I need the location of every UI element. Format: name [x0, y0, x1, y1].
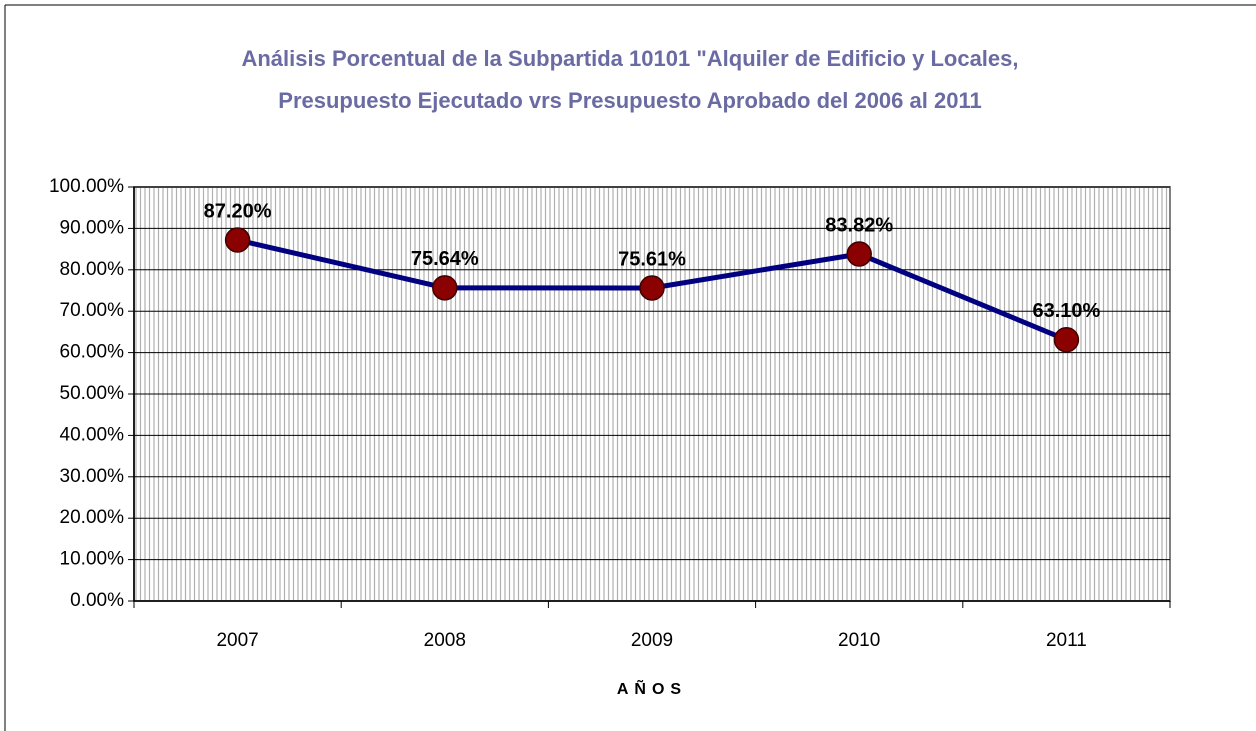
- y-tick-label: 40.00%: [60, 424, 125, 445]
- marker: [1053, 327, 1080, 353]
- y-tick-label: 50.00%: [60, 383, 125, 404]
- y-tick-label: 80.00%: [60, 259, 125, 280]
- y-tick-label: 100.00%: [49, 176, 124, 197]
- data-label: 75.61%: [618, 248, 686, 270]
- chart-title: Análisis Porcentual de la Subpartida 101…: [241, 46, 1018, 71]
- data-label: 75.64%: [411, 248, 479, 270]
- marker: [432, 275, 458, 301]
- data-label: 63.10%: [1032, 300, 1100, 322]
- x-tick-label: 2011: [1046, 630, 1087, 651]
- x-tick-label: 2007: [216, 630, 258, 651]
- x-tick-label: 2008: [424, 630, 466, 651]
- marker: [639, 275, 665, 301]
- marker: [846, 241, 872, 267]
- x-axis-title: AÑOS: [617, 678, 687, 698]
- y-tick-label: 90.00%: [60, 217, 125, 238]
- x-tick-label: 2009: [631, 630, 673, 651]
- y-tick-label: 30.00%: [60, 466, 125, 487]
- y-tick-label: 70.00%: [60, 300, 125, 321]
- x-tick-label: 2010: [838, 630, 880, 651]
- data-label: 87.20%: [204, 200, 272, 222]
- chart-title: Presupuesto Ejecutado vrs Presupuesto Ap…: [278, 88, 981, 113]
- y-tick-label: 20.00%: [60, 507, 125, 528]
- marker: [224, 227, 251, 253]
- y-tick-label: 60.00%: [60, 342, 125, 363]
- data-label: 83.82%: [825, 214, 893, 236]
- y-tick-label: 0.00%: [70, 590, 124, 611]
- y-tick-label: 10.00%: [60, 549, 125, 570]
